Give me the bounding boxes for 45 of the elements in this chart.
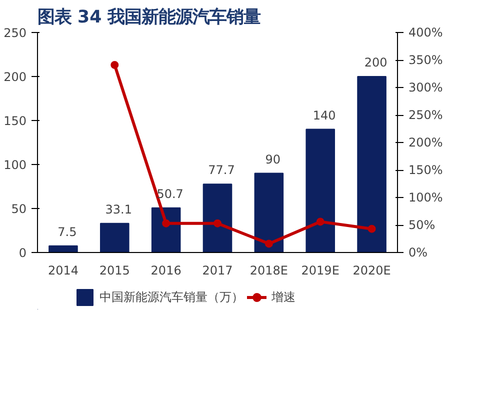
- bar: [254, 172, 284, 252]
- point: [368, 224, 376, 233]
- y2-tick-label: 250%: [408, 108, 443, 122]
- data-label: 50.7: [156, 186, 184, 201]
- bar: [151, 207, 181, 252]
- data-label: 140: [312, 108, 336, 122]
- y2-tick-label: 0%: [408, 246, 428, 260]
- x-tick-label: 2016: [150, 264, 182, 278]
- bar: [100, 222, 130, 252]
- data-label: 90: [265, 152, 281, 166]
- y2-tick-label: 50%: [408, 218, 436, 232]
- y-tick-label: 100: [4, 158, 26, 172]
- y2-tick-label: 300%: [408, 80, 443, 94]
- x-tick-label: 2019E: [301, 264, 340, 278]
- x-tick-label: 2014: [48, 264, 78, 278]
- legend-label: 中国新能源汽车销量（万）: [99, 288, 244, 306]
- data-label: 7.5: [58, 224, 77, 239]
- bar: [202, 184, 232, 252]
- y2-tick-label: 350%: [408, 53, 443, 67]
- x-tick-label: 2017: [202, 264, 233, 278]
- bar: [48, 245, 78, 252]
- y-tick-label: 200: [4, 70, 26, 84]
- data-label: 200: [364, 56, 388, 70]
- point: [316, 218, 324, 226]
- y2-tick-label: 400%: [408, 26, 443, 40]
- point: [264, 240, 273, 248]
- bar: [306, 128, 335, 252]
- point: [214, 219, 222, 228]
- x-tick-label: 2020E: [352, 264, 391, 278]
- y2-tick-label: 100%: [408, 190, 443, 204]
- x-tick-label: 2015: [99, 264, 130, 278]
- y-tick-label: 150: [4, 114, 26, 128]
- y-tick-label: 50: [11, 202, 27, 216]
- x-tick-label: 2018E: [250, 264, 288, 278]
- legend-label: 增速: [271, 288, 296, 306]
- y-tick-label: 0: [18, 246, 27, 260]
- y2-tick-label: 150%: [408, 163, 443, 177]
- data-label: 33.1: [105, 202, 132, 216]
- y2-tick-label: 200%: [408, 136, 443, 150]
- point: [110, 60, 119, 69]
- data-label: 77.7: [208, 163, 235, 178]
- chart-title: 图表 34 我国新能源汽车销量: [38, 8, 261, 28]
- y-tick-label: 250: [4, 26, 26, 40]
- bar: [357, 76, 386, 252]
- point: [162, 219, 170, 228]
